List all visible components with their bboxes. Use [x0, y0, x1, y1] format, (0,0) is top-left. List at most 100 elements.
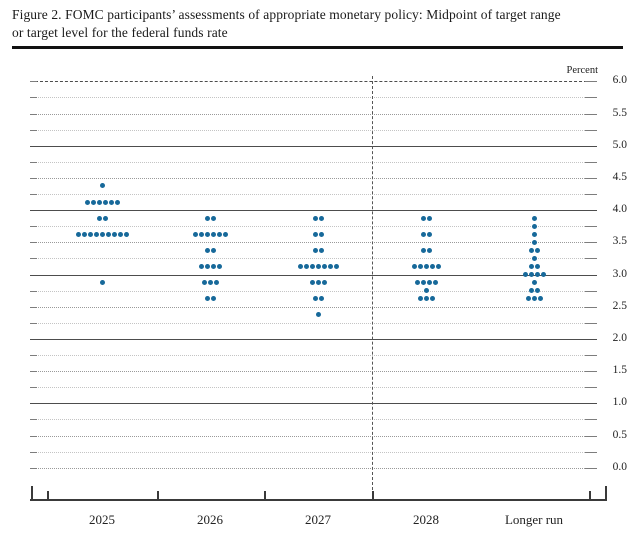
gridline-3.25 — [30, 258, 597, 260]
gridline-right-tick — [585, 129, 597, 131]
projection-dot — [528, 272, 534, 277]
projection-dot — [423, 288, 429, 294]
projection-dot — [315, 280, 321, 286]
projection-dot — [117, 231, 123, 237]
gridline-right-tick — [585, 467, 597, 469]
projection-dot — [309, 263, 315, 269]
projection-dot — [204, 263, 210, 269]
projection-dot — [522, 272, 528, 277]
projection-dot — [318, 296, 324, 302]
projection-dot — [420, 231, 426, 237]
projection-dot — [210, 296, 216, 302]
gridline-5.50 — [30, 113, 597, 115]
projection-dot — [426, 280, 432, 286]
gridline-6.00 — [30, 81, 597, 83]
gridline-left-tick — [30, 81, 37, 83]
y-tick-label: 5.0 — [612, 138, 627, 151]
projection-dot — [210, 231, 216, 237]
gridline-1.25 — [30, 387, 597, 389]
gridline-left-tick — [30, 258, 37, 260]
y-tick-label: 3.0 — [612, 267, 627, 280]
projection-dot — [303, 263, 309, 269]
projection-dot — [84, 199, 90, 205]
projection-dot — [423, 296, 429, 302]
gridline-right-tick — [585, 322, 597, 324]
projection-dot — [429, 296, 435, 302]
gridline-2.75 — [30, 290, 597, 292]
projection-dot — [411, 263, 417, 269]
gridline-3.00 — [30, 274, 597, 276]
projection-dot — [312, 247, 318, 253]
projection-dot — [198, 231, 204, 237]
gridline-left-tick — [30, 242, 37, 244]
projection-dot — [534, 263, 540, 269]
projection-dot — [531, 296, 537, 302]
gridline-left-tick — [30, 161, 37, 163]
projection-dot — [99, 280, 105, 286]
projection-dot — [216, 231, 222, 237]
projection-dot — [531, 239, 537, 245]
projection-dot — [204, 231, 210, 237]
projection-dot — [102, 215, 108, 221]
projection-dot — [210, 247, 216, 253]
gridline-left-tick — [30, 226, 37, 228]
projection-dot — [318, 215, 324, 221]
gridline-2.00 — [30, 338, 597, 340]
gridline-right-tick — [585, 194, 597, 195]
projection-dot — [204, 215, 210, 221]
gridline-right-tick — [585, 242, 597, 244]
gridline-left-tick — [30, 371, 37, 373]
projection-dot — [93, 231, 99, 237]
projection-dot — [315, 263, 321, 269]
figure-title-line1: Figure 2. FOMC participants’ assessments… — [12, 7, 561, 22]
projection-dot — [432, 280, 438, 286]
x-axis-label-2025: 2025 — [89, 512, 115, 527]
gridline-right-tick — [585, 371, 597, 373]
projection-dot — [222, 231, 228, 237]
gridline-0.25 — [30, 451, 597, 453]
gridline-2.50 — [30, 306, 597, 308]
projection-dot — [108, 199, 114, 205]
gridline-5.75 — [30, 97, 597, 99]
projection-dot — [414, 280, 420, 286]
gridline-right-tick — [585, 161, 597, 163]
gridline-left-tick — [30, 113, 37, 115]
gridline-right-tick — [585, 258, 597, 260]
figure-title-line2: or target level for the federal funds ra… — [12, 25, 228, 40]
projection-dot — [531, 231, 537, 237]
projection-dot — [96, 199, 102, 205]
y-tick-label: 0.0 — [612, 460, 627, 473]
longer-run-separator — [372, 76, 373, 500]
projection-dot — [534, 247, 540, 253]
projection-dot — [102, 199, 108, 205]
x-axis-tick — [157, 491, 159, 500]
x-axis-tick — [47, 491, 49, 500]
projection-dot — [297, 263, 303, 269]
x-axis-label-2028: 2028 — [413, 512, 439, 527]
gridline-left-tick — [30, 451, 37, 453]
projection-dot — [423, 263, 429, 269]
projection-dot — [192, 231, 198, 237]
projection-dot — [426, 231, 432, 237]
y-tick-label: 1.5 — [612, 364, 627, 377]
projection-dot — [210, 263, 216, 269]
projection-dot — [435, 263, 441, 269]
gridline-right-tick — [585, 419, 597, 421]
projection-dot — [420, 215, 426, 221]
y-tick-label: 1.0 — [612, 396, 627, 409]
gridline-left-tick — [30, 194, 37, 195]
x-axis-label-2026: 2026 — [197, 512, 223, 527]
gridline-right-tick — [585, 226, 597, 228]
gridline-4.75 — [30, 161, 597, 163]
projection-dot — [123, 231, 129, 237]
projection-dot — [321, 280, 327, 286]
gridline-left-tick — [30, 306, 37, 308]
projection-dot — [420, 247, 426, 253]
projection-dot — [528, 263, 534, 269]
projection-dot — [96, 215, 102, 221]
gridline-left-tick — [30, 435, 37, 437]
x-axis-tick — [264, 491, 266, 500]
gridline-right-tick — [585, 355, 597, 356]
x-axis-label-longer-run: Longer run — [504, 512, 564, 527]
gridline-right-tick — [585, 435, 597, 437]
